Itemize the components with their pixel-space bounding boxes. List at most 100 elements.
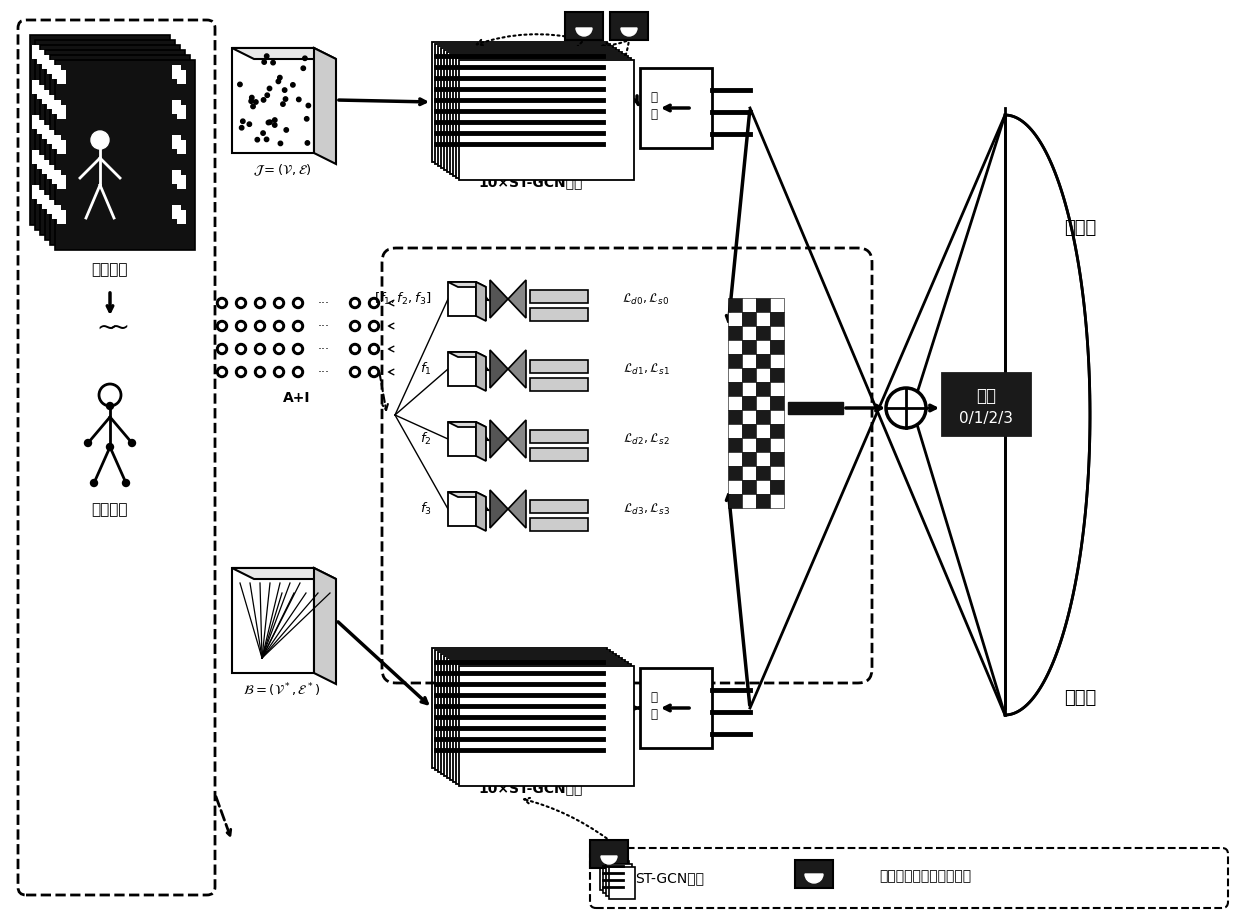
Circle shape bbox=[91, 480, 98, 487]
Circle shape bbox=[284, 128, 289, 132]
Text: A+I: A+I bbox=[283, 391, 311, 405]
Bar bbox=[756, 326, 770, 340]
Text: ~: ~ bbox=[108, 316, 129, 340]
Bar bbox=[167, 200, 176, 214]
Bar bbox=[742, 298, 756, 312]
Bar bbox=[37, 120, 46, 134]
Bar bbox=[756, 368, 770, 382]
Circle shape bbox=[258, 370, 263, 374]
Polygon shape bbox=[476, 282, 486, 321]
Bar bbox=[770, 396, 784, 410]
Bar bbox=[32, 80, 41, 94]
Bar bbox=[153, 185, 161, 199]
Text: ~: ~ bbox=[95, 316, 117, 340]
Circle shape bbox=[293, 344, 304, 355]
Circle shape bbox=[249, 95, 254, 100]
Bar bbox=[157, 50, 166, 64]
Polygon shape bbox=[476, 352, 486, 391]
Bar bbox=[37, 50, 46, 64]
Circle shape bbox=[236, 298, 247, 309]
Text: $\mathcal{L}_{d2},\mathcal{L}_{s2}$: $\mathcal{L}_{d2},\mathcal{L}_{s2}$ bbox=[622, 432, 670, 446]
Bar bbox=[57, 210, 66, 224]
Text: $[f_1,f_2,f_3]$: $[f_1,f_2,f_3]$ bbox=[374, 291, 432, 307]
Circle shape bbox=[350, 298, 361, 309]
Bar bbox=[232, 568, 314, 673]
Circle shape bbox=[264, 54, 269, 58]
Text: 解: 解 bbox=[651, 708, 657, 721]
Bar bbox=[756, 438, 770, 452]
Bar bbox=[172, 205, 181, 219]
Bar bbox=[756, 424, 770, 438]
Circle shape bbox=[258, 323, 263, 329]
Bar bbox=[32, 185, 41, 199]
Bar bbox=[606, 864, 632, 896]
Bar bbox=[446, 658, 622, 778]
Bar bbox=[770, 410, 784, 424]
Circle shape bbox=[268, 120, 272, 125]
Text: 融: 融 bbox=[651, 91, 657, 104]
Bar bbox=[30, 35, 170, 225]
Bar bbox=[756, 494, 770, 508]
Bar bbox=[57, 70, 66, 84]
Polygon shape bbox=[490, 420, 508, 458]
Polygon shape bbox=[448, 422, 486, 427]
Bar bbox=[52, 65, 61, 79]
Bar bbox=[172, 135, 181, 149]
Bar bbox=[167, 130, 176, 144]
Bar bbox=[448, 422, 476, 456]
Circle shape bbox=[303, 56, 308, 60]
Circle shape bbox=[295, 370, 300, 374]
Bar bbox=[55, 60, 195, 250]
Text: 骨架序列: 骨架序列 bbox=[92, 503, 128, 517]
Bar bbox=[590, 840, 627, 868]
Circle shape bbox=[274, 367, 284, 378]
Text: 分数: 分数 bbox=[976, 387, 996, 405]
Circle shape bbox=[887, 388, 926, 428]
Circle shape bbox=[254, 298, 265, 309]
Bar bbox=[47, 200, 56, 214]
Bar bbox=[32, 150, 41, 164]
Text: 空间时间注意力感知模块: 空间时间注意力感知模块 bbox=[879, 869, 971, 883]
Bar bbox=[57, 105, 66, 119]
Circle shape bbox=[305, 116, 309, 121]
Bar bbox=[529, 378, 588, 391]
Circle shape bbox=[123, 480, 129, 487]
Bar bbox=[742, 396, 756, 410]
Bar bbox=[450, 54, 625, 174]
Circle shape bbox=[268, 86, 272, 91]
Text: $f_3$: $f_3$ bbox=[420, 501, 432, 517]
Circle shape bbox=[293, 321, 304, 332]
Bar bbox=[742, 480, 756, 494]
Circle shape bbox=[262, 98, 265, 103]
Bar bbox=[728, 424, 742, 438]
Circle shape bbox=[238, 300, 243, 306]
Text: ···: ··· bbox=[317, 320, 330, 333]
Circle shape bbox=[249, 99, 253, 103]
Bar bbox=[157, 120, 166, 134]
Bar bbox=[57, 175, 66, 189]
Circle shape bbox=[293, 367, 304, 378]
Circle shape bbox=[107, 444, 114, 451]
Bar bbox=[162, 125, 171, 139]
Bar bbox=[52, 205, 61, 219]
Circle shape bbox=[295, 300, 300, 306]
Circle shape bbox=[238, 323, 243, 329]
Text: $\mathcal{L}_{d3},\mathcal{L}_{s3}$: $\mathcal{L}_{d3},\mathcal{L}_{s3}$ bbox=[622, 502, 670, 517]
Bar bbox=[728, 312, 742, 326]
FancyBboxPatch shape bbox=[590, 848, 1228, 908]
Bar bbox=[770, 382, 784, 396]
Polygon shape bbox=[490, 490, 508, 528]
Bar bbox=[45, 50, 185, 240]
Circle shape bbox=[236, 321, 247, 332]
Bar bbox=[432, 42, 608, 162]
Circle shape bbox=[368, 367, 379, 378]
Bar bbox=[770, 298, 784, 312]
Bar bbox=[448, 352, 476, 386]
Bar bbox=[603, 861, 629, 893]
Circle shape bbox=[274, 321, 284, 332]
Circle shape bbox=[241, 119, 246, 124]
Circle shape bbox=[352, 370, 357, 374]
Circle shape bbox=[264, 137, 269, 141]
Circle shape bbox=[352, 300, 357, 306]
Circle shape bbox=[372, 346, 377, 351]
